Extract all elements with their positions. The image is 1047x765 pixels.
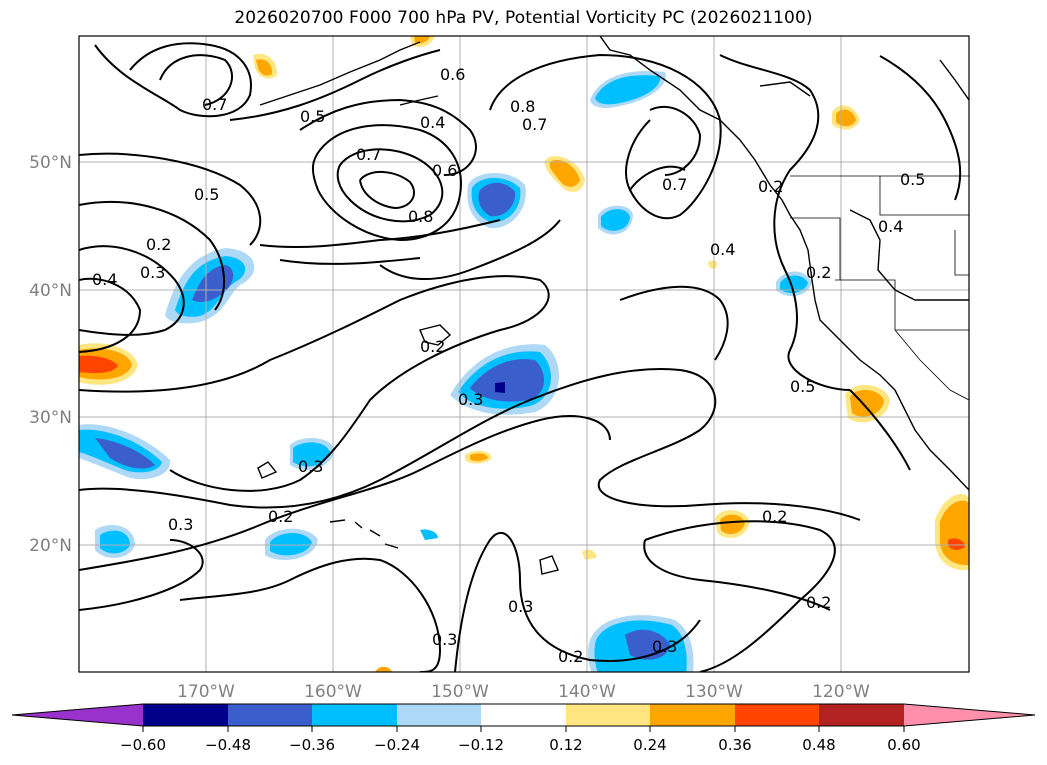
colorbar-tick: 0.36 <box>718 736 751 754</box>
contour-label: 0.7 <box>356 145 381 164</box>
colorbar-tick: 0.60 <box>887 736 920 754</box>
lat-label: 30°N <box>29 408 72 428</box>
contour-label: 0.3 <box>168 515 193 534</box>
pv-contours <box>79 42 962 672</box>
contour-label: 0.6 <box>440 65 465 84</box>
contour-label: 0.2 <box>558 647 583 666</box>
map-frame <box>78 35 970 673</box>
contour-label: 0.4 <box>710 240 735 259</box>
contour-label: 0.3 <box>508 597 533 616</box>
contour-label: 0.6 <box>432 161 457 180</box>
islands <box>257 324 559 575</box>
lon-label: 160°W <box>304 682 362 702</box>
contour-label: 0.8 <box>408 207 433 226</box>
colorbar: −0.60 −0.48 −0.36 −0.24 −0.12 0.12 0.24 … <box>11 703 1036 754</box>
contour-label: 0.5 <box>300 107 325 126</box>
colorbar-tick: −0.60 <box>120 736 166 754</box>
contour-label: 0.7 <box>202 95 227 114</box>
lon-label: 170°W <box>177 682 235 702</box>
colorbar-extend-max <box>904 704 1035 726</box>
colorbar-tick: −0.36 <box>289 736 335 754</box>
graticule <box>79 36 969 672</box>
lat-label: 50°N <box>29 153 72 173</box>
lat-label: 40°N <box>29 281 72 301</box>
contour-labels: 0.7 0.5 0.6 0.4 0.8 0.7 0.7 0.6 0.8 0.7 … <box>92 65 925 666</box>
colorbar-extend-min <box>12 704 143 726</box>
lon-label: 120°W <box>812 682 870 702</box>
contour-label: 0.2 <box>806 593 831 612</box>
contour-label: 0.7 <box>662 175 687 194</box>
contour-label: 0.3 <box>432 630 457 649</box>
contour-label: 0.8 <box>510 97 535 116</box>
state-borders <box>790 175 969 401</box>
longitude-labels: 170°W 160°W 150°W 140°W 130°W 120°W <box>177 682 870 702</box>
contour-label: 0.2 <box>762 507 787 526</box>
contour-label: 0.4 <box>92 270 117 289</box>
contour-label: 0.2 <box>806 263 831 282</box>
contour-label: 0.5 <box>900 170 925 189</box>
filled-anomalies <box>79 36 969 672</box>
contour-label: 0.4 <box>878 217 903 236</box>
contour-label: 0.5 <box>790 377 815 396</box>
contour-label: 0.3 <box>458 390 483 409</box>
colorbar-tick: −0.12 <box>458 736 504 754</box>
contour-label: 0.2 <box>268 507 293 526</box>
contour-label: 0.2 <box>420 337 445 356</box>
lon-label: 140°W <box>558 682 616 702</box>
contour-label: 0.3 <box>298 457 323 476</box>
colorbar-tick: 0.48 <box>802 736 835 754</box>
contour-label: 0.7 <box>522 115 547 134</box>
contour-label: 0.3 <box>652 637 677 656</box>
contour-label: 0.2 <box>146 235 171 254</box>
contour-label: 0.4 <box>420 113 445 132</box>
contour-label: 0.5 <box>194 185 219 204</box>
colorbar-tick: 0.24 <box>633 736 666 754</box>
lon-label: 130°W <box>685 682 743 702</box>
contour-label: 0.2 <box>758 177 783 196</box>
colorbar-tick: −0.24 <box>374 736 420 754</box>
colorbar-tick: 0.12 <box>549 736 582 754</box>
map-title: 2026020700 F000 700 hPa PV, Potential Vo… <box>234 8 813 28</box>
colorbar-tick: −0.48 <box>205 736 251 754</box>
contour-label: 0.3 <box>140 263 165 282</box>
latitude-labels: 50°N 40°N 30°N 20°N <box>29 153 72 556</box>
lat-label: 20°N <box>29 536 72 556</box>
lon-label: 150°W <box>431 682 489 702</box>
